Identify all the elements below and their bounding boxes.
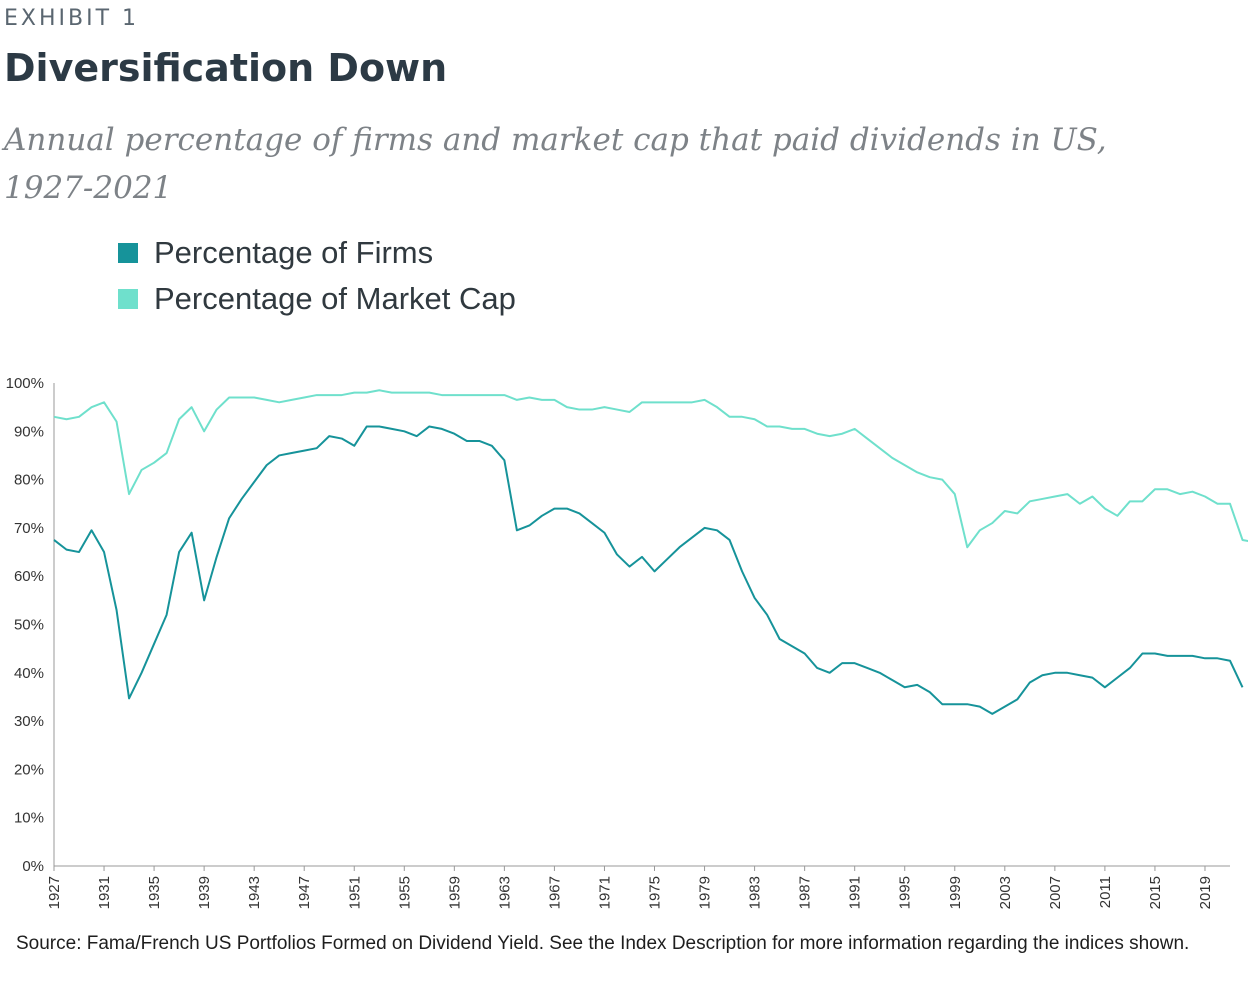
y-tick-label: 40%: [14, 665, 44, 682]
y-tick-label: 50%: [14, 617, 44, 634]
x-tick-label: 2011: [1097, 876, 1114, 908]
legend: Percentage of Firms Percentage of Market…: [118, 230, 516, 322]
legend-label-market-cap: Percentage of Market Cap: [154, 281, 516, 316]
x-tick-label: 1995: [897, 876, 914, 909]
x-tick-label: 1955: [396, 876, 413, 909]
x-tick-label: 2007: [1047, 876, 1064, 909]
y-tick-label: 60%: [14, 568, 44, 585]
y-tick-label: 20%: [14, 761, 44, 778]
x-tick-label: 1927: [46, 876, 63, 909]
x-tick-label: 1987: [797, 876, 814, 909]
x-tick-label: 1963: [496, 876, 513, 909]
y-tick-label: 10%: [14, 810, 44, 827]
x-tick-label: 1975: [647, 876, 664, 909]
legend-swatch-market-cap: [118, 289, 138, 309]
x-tick-label: 2019: [1197, 876, 1214, 909]
y-tick-label: 70%: [14, 520, 44, 537]
y-tick-label: 80%: [14, 472, 44, 489]
exhibit-label: EXHIBIT 1: [4, 6, 140, 31]
x-tick-label: 1971: [596, 876, 613, 909]
x-tick-label: 1935: [146, 876, 163, 909]
y-tick-label: 90%: [14, 423, 44, 440]
y-tick-label: 0%: [22, 858, 44, 875]
chart-subtitle: Annual percentage of firms and market ca…: [4, 122, 1107, 206]
x-tick-label: 1943: [246, 876, 263, 909]
x-tick-label: 1999: [947, 876, 964, 909]
x-tick-label: 1931: [96, 876, 113, 909]
x-tick-label: 1983: [747, 876, 764, 909]
x-tick-label: 1979: [697, 876, 714, 909]
series-line-firms: [53, 425, 1244, 715]
legend-swatch-firms: [118, 243, 138, 263]
x-tick-label: 1991: [847, 876, 864, 909]
line-chart: 0% 10% 20% 30% 40% 50% 60% 70% 80% 90% 100% 1927 193…: [6, 375, 1248, 909]
legend-label-firms: Percentage of Firms: [154, 235, 434, 270]
chart-title: Diversification Down: [4, 46, 448, 90]
legend-item-market-cap: Percentage of Market Cap: [118, 276, 516, 322]
x-tick-label: 1951: [346, 876, 363, 909]
y-tick-label: 30%: [14, 713, 44, 730]
legend-item-firms: Percentage of Firms: [118, 230, 516, 276]
x-tick-label: 1959: [446, 876, 463, 909]
y-tick-label: 100%: [6, 375, 44, 392]
series-line-market-cap: [53, 389, 1248, 549]
x-tick-label: 1939: [196, 876, 213, 909]
x-tick-label: 2003: [997, 876, 1014, 909]
x-tick-label: 1947: [296, 876, 313, 909]
source-note: Source: Fama/French US Portfolios Formed…: [16, 933, 1190, 954]
x-tick-label: 2015: [1147, 876, 1164, 909]
x-tick-label: 1967: [546, 876, 563, 909]
